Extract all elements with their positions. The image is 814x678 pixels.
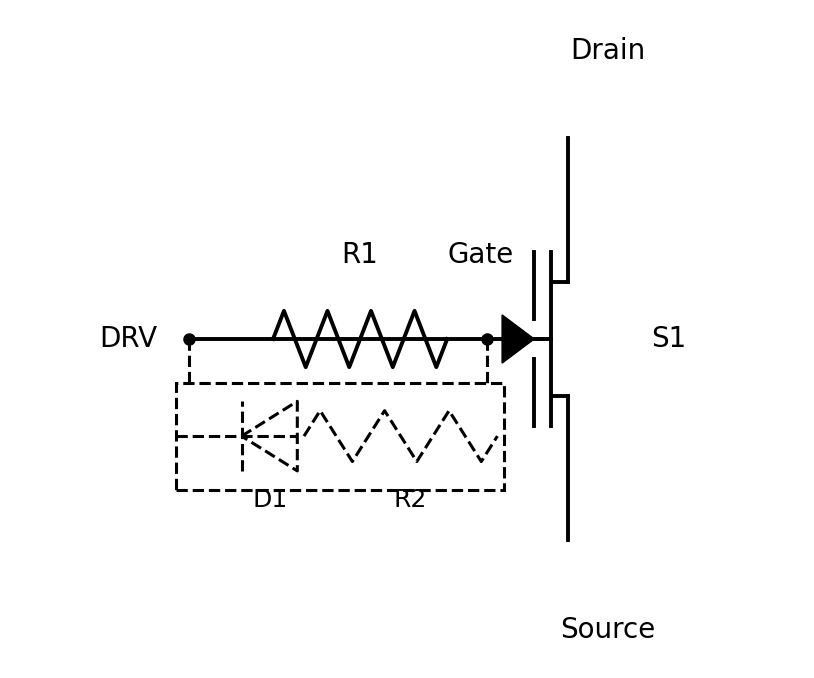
Text: DRV: DRV: [99, 325, 157, 353]
Text: D1: D1: [252, 487, 287, 512]
Polygon shape: [502, 315, 534, 363]
Text: S1: S1: [651, 325, 687, 353]
Text: Drain: Drain: [571, 37, 646, 65]
Text: Gate: Gate: [448, 241, 514, 269]
Text: Source: Source: [560, 616, 655, 644]
Text: R1: R1: [342, 241, 379, 269]
Bar: [176, 382, 504, 490]
Text: R2: R2: [394, 487, 427, 512]
